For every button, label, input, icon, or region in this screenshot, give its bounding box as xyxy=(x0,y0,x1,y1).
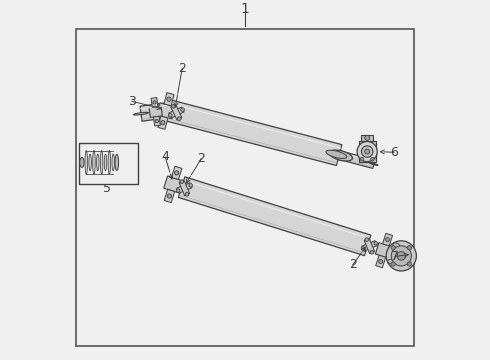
Text: 1: 1 xyxy=(241,2,249,16)
Ellipse shape xyxy=(133,112,148,115)
Ellipse shape xyxy=(100,150,103,174)
Circle shape xyxy=(386,241,416,271)
Circle shape xyxy=(391,246,411,266)
Circle shape xyxy=(172,104,175,108)
Ellipse shape xyxy=(89,154,91,171)
Ellipse shape xyxy=(112,154,115,171)
Circle shape xyxy=(391,262,395,266)
Ellipse shape xyxy=(115,154,119,170)
Circle shape xyxy=(407,262,412,266)
Polygon shape xyxy=(375,243,393,258)
Circle shape xyxy=(360,157,364,161)
Polygon shape xyxy=(158,116,168,129)
Circle shape xyxy=(169,114,172,117)
Ellipse shape xyxy=(93,150,95,174)
Text: 2: 2 xyxy=(349,258,357,271)
Polygon shape xyxy=(157,103,175,119)
Circle shape xyxy=(365,135,369,140)
Polygon shape xyxy=(178,177,371,256)
Circle shape xyxy=(386,238,390,242)
Polygon shape xyxy=(383,233,392,246)
Polygon shape xyxy=(164,93,174,106)
Polygon shape xyxy=(151,98,158,107)
Circle shape xyxy=(185,193,189,196)
Polygon shape xyxy=(179,180,190,196)
Circle shape xyxy=(407,246,412,250)
Polygon shape xyxy=(171,105,182,120)
Ellipse shape xyxy=(388,260,394,264)
Bar xyxy=(359,141,376,162)
Circle shape xyxy=(177,117,181,121)
Circle shape xyxy=(370,251,374,254)
Polygon shape xyxy=(169,107,184,118)
Circle shape xyxy=(374,242,377,245)
Text: 3: 3 xyxy=(128,95,136,108)
Ellipse shape xyxy=(108,150,111,174)
Polygon shape xyxy=(165,100,342,166)
Circle shape xyxy=(391,246,395,250)
Circle shape xyxy=(189,184,193,187)
Circle shape xyxy=(362,146,373,157)
Circle shape xyxy=(370,157,374,161)
Bar xyxy=(79,143,138,184)
Text: 6: 6 xyxy=(390,146,398,159)
Circle shape xyxy=(365,238,368,242)
Text: 2: 2 xyxy=(178,62,186,75)
Polygon shape xyxy=(177,183,192,193)
Circle shape xyxy=(155,120,159,123)
Polygon shape xyxy=(149,106,162,117)
Text: 4: 4 xyxy=(161,150,169,163)
Ellipse shape xyxy=(326,150,347,158)
Circle shape xyxy=(176,189,180,192)
Ellipse shape xyxy=(80,157,84,167)
Circle shape xyxy=(181,108,184,111)
Polygon shape xyxy=(164,189,174,203)
Polygon shape xyxy=(364,238,375,253)
Circle shape xyxy=(357,141,377,162)
Circle shape xyxy=(153,101,156,104)
Text: 5: 5 xyxy=(102,182,111,195)
Text: 7: 7 xyxy=(391,250,399,263)
Polygon shape xyxy=(140,103,169,121)
Bar xyxy=(76,30,414,346)
Circle shape xyxy=(365,149,369,154)
Polygon shape xyxy=(164,176,182,193)
Ellipse shape xyxy=(104,154,107,171)
Circle shape xyxy=(161,121,165,125)
Text: 2: 2 xyxy=(197,152,205,165)
Ellipse shape xyxy=(97,154,99,171)
Circle shape xyxy=(379,260,383,264)
Polygon shape xyxy=(153,116,160,126)
Bar xyxy=(362,135,373,141)
Polygon shape xyxy=(338,151,375,168)
Ellipse shape xyxy=(370,163,378,165)
Circle shape xyxy=(361,247,365,250)
Circle shape xyxy=(397,252,406,260)
Circle shape xyxy=(180,180,184,184)
Polygon shape xyxy=(362,240,377,251)
Circle shape xyxy=(167,194,171,198)
Ellipse shape xyxy=(393,243,400,248)
Ellipse shape xyxy=(329,150,352,161)
Polygon shape xyxy=(172,166,182,180)
Polygon shape xyxy=(376,255,386,268)
Ellipse shape xyxy=(85,150,88,174)
Circle shape xyxy=(174,171,179,175)
Circle shape xyxy=(167,97,171,102)
